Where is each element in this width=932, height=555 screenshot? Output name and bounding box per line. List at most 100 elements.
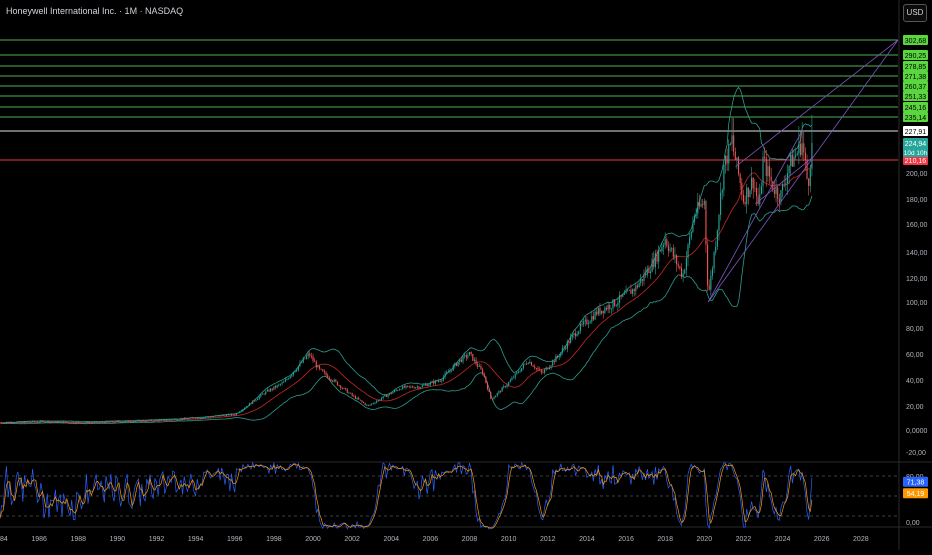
- candle-body: [59, 421, 61, 423]
- candle-body: [12, 422, 14, 424]
- candle-body: [85, 421, 87, 423]
- candle-body: [620, 295, 622, 297]
- candle-body: [772, 181, 774, 191]
- candle-body: [199, 418, 202, 419]
- candle-body: [757, 196, 759, 205]
- candle-body: [584, 319, 586, 322]
- candle-body: [67, 422, 70, 424]
- candle-body: [439, 380, 441, 382]
- candle-body: [711, 268, 714, 276]
- candle-body: [434, 380, 436, 384]
- candle-body: [532, 365, 534, 367]
- candle-body: [133, 421, 135, 423]
- candle-body: [330, 378, 332, 381]
- candle-body: [452, 365, 454, 371]
- price-tick-label: -20,00: [906, 450, 926, 457]
- oscillator-value-label: 54,19: [907, 491, 925, 498]
- candle-body: [579, 323, 581, 332]
- time-tick-label: 1992: [149, 536, 165, 543]
- currency-button[interactable]: USD: [903, 4, 927, 22]
- candle-body: [591, 316, 593, 322]
- price-tick-label: 200,00: [906, 171, 928, 178]
- candle-body: [371, 403, 373, 405]
- candle-body: [247, 405, 249, 407]
- candle-body: [519, 371, 521, 373]
- candle-body: [265, 391, 267, 395]
- candle-body: [105, 421, 107, 423]
- candle-body: [23, 421, 26, 423]
- candle-body: [777, 187, 779, 199]
- candle-body: [98, 422, 101, 423]
- candle-body: [597, 307, 599, 315]
- candle-body: [708, 285, 710, 290]
- candle-body: [557, 356, 559, 357]
- candle-body: [361, 400, 363, 402]
- time-tick-label: 1984: [0, 536, 8, 543]
- candle-body: [79, 422, 81, 424]
- candle-body: [654, 253, 656, 267]
- candle-body: [134, 421, 136, 422]
- candle-body: [516, 372, 518, 374]
- candle-body: [778, 198, 780, 203]
- white-level-label: 227,91: [905, 129, 927, 136]
- candle-body: [573, 333, 575, 336]
- candle-body: [263, 393, 265, 395]
- candle-body: [498, 391, 500, 394]
- candle-body: [429, 382, 431, 385]
- candle-body: [307, 353, 309, 357]
- time-tick-label: 2026: [814, 536, 830, 543]
- candle-body: [442, 376, 445, 381]
- candle-body: [196, 417, 198, 419]
- price-tick-label: 180,00: [906, 197, 928, 204]
- candle-body: [364, 403, 366, 405]
- candle-body: [684, 269, 686, 274]
- candle-body: [658, 249, 660, 262]
- level-label: 260,37: [905, 84, 927, 91]
- candle-body: [217, 415, 220, 417]
- candle-body: [674, 255, 676, 257]
- candle-body: [749, 190, 751, 197]
- candle-body: [803, 143, 805, 153]
- candle-body: [664, 239, 666, 245]
- candle-body: [66, 422, 68, 424]
- candle-body: [72, 422, 74, 424]
- candle-body: [45, 422, 47, 424]
- candle-body: [292, 372, 295, 375]
- candle-body: [240, 410, 242, 412]
- candle-body: [729, 143, 731, 145]
- candle-body: [257, 398, 259, 401]
- candle-body: [408, 386, 410, 387]
- candle-body: [521, 367, 523, 372]
- candle-body: [733, 135, 735, 152]
- candle-body: [418, 386, 420, 389]
- candle-body: [234, 414, 236, 416]
- time-tick-label: 2028: [853, 536, 869, 543]
- level-label-box: [903, 91, 928, 101]
- candle-body: [571, 335, 573, 338]
- candle-body: [384, 395, 386, 397]
- candle-body: [627, 290, 629, 292]
- candle-body: [390, 393, 392, 394]
- candle-body: [713, 252, 715, 269]
- candle-body: [724, 155, 727, 165]
- candle-body: [742, 194, 745, 203]
- candle-body: [48, 421, 50, 423]
- candle-body: [213, 416, 215, 418]
- candle-body: [413, 387, 415, 389]
- candle-body: [514, 373, 516, 378]
- candle-body: [17, 421, 19, 423]
- candle-body: [746, 187, 748, 204]
- time-tick-label: 2004: [383, 536, 399, 543]
- candle-body: [811, 143, 813, 169]
- candle-body: [798, 143, 800, 154]
- candle-body: [349, 392, 352, 394]
- candle-body: [614, 299, 616, 306]
- candle-body: [343, 387, 345, 389]
- candle-body: [183, 417, 185, 420]
- candle-body: [768, 166, 771, 177]
- candle-body: [483, 374, 485, 377]
- candle-body: [315, 361, 317, 368]
- candle-body: [155, 420, 158, 421]
- candle-body: [586, 319, 588, 324]
